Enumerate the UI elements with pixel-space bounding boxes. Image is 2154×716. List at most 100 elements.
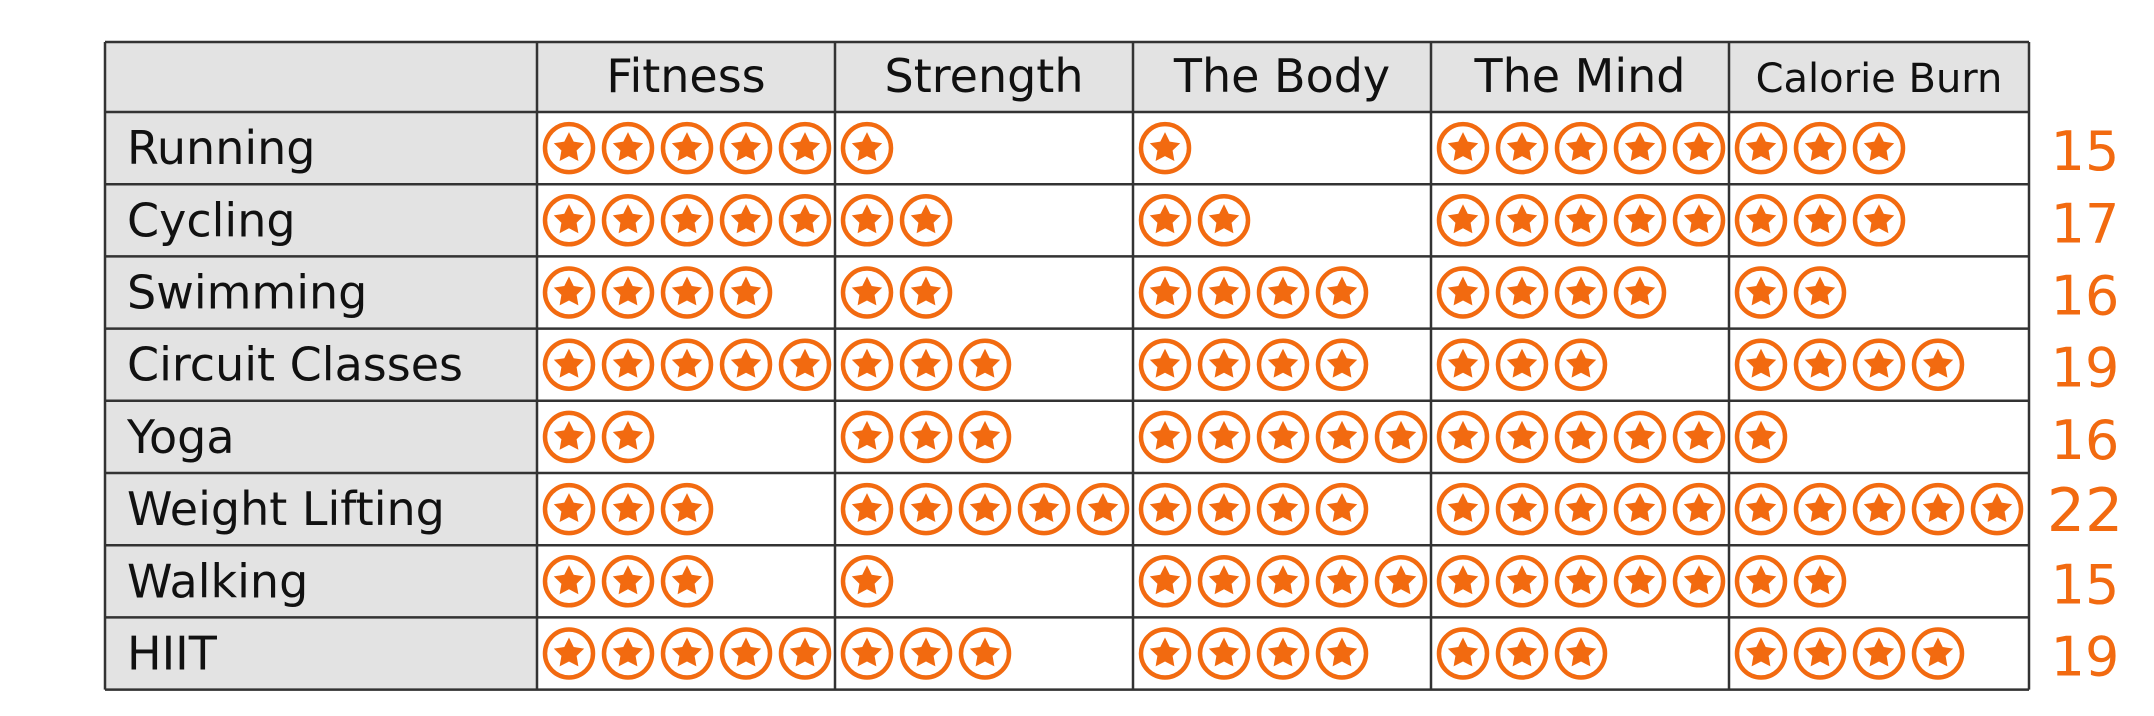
star-in-circle-icon — [1141, 557, 1189, 605]
star-in-circle-icon — [722, 630, 770, 678]
rating-cell-yoga-fitness — [545, 413, 652, 461]
star-in-circle-icon — [843, 196, 891, 244]
star-in-circle-icon — [1259, 413, 1307, 461]
column-header-strength: Strength — [885, 49, 1084, 103]
row-label-swimming: Swimming — [127, 266, 367, 320]
star-in-circle-icon — [1259, 557, 1307, 605]
rating-cell-running-the-mind — [1439, 124, 1723, 172]
star-in-circle-icon — [1259, 630, 1307, 678]
star-in-circle-icon — [604, 269, 652, 317]
star-in-circle-icon — [961, 630, 1009, 678]
star-in-circle-icon — [1200, 196, 1248, 244]
star-in-circle-icon — [902, 485, 950, 533]
row-label-cycling: Cycling — [127, 193, 296, 247]
star-in-circle-icon — [1141, 485, 1189, 533]
star-in-circle-icon — [1259, 341, 1307, 389]
header-row-background — [105, 42, 2029, 112]
star-in-circle-icon — [604, 413, 652, 461]
star-in-circle-icon — [663, 557, 711, 605]
star-in-circle-icon — [1796, 630, 1844, 678]
star-in-circle-icon — [1796, 557, 1844, 605]
star-in-circle-icon — [1855, 196, 1903, 244]
star-in-circle-icon — [843, 630, 891, 678]
column-header-the-mind: The Mind — [1474, 49, 1686, 103]
star-in-circle-icon — [1737, 269, 1785, 317]
rating-cell-circuit-classes-strength — [843, 341, 1009, 389]
star-in-circle-icon — [1557, 341, 1605, 389]
star-in-circle-icon — [1557, 485, 1605, 533]
star-in-circle-icon — [1498, 630, 1546, 678]
rating-cell-yoga-the-body — [1141, 413, 1425, 461]
rating-cell-swimming-calorie-burn — [1737, 269, 1844, 317]
star-in-circle-icon — [1318, 413, 1366, 461]
rating-cell-weight-lifting-fitness — [545, 485, 711, 533]
star-in-circle-icon — [1855, 485, 1903, 533]
rating-cell-swimming-the-mind — [1439, 269, 1664, 317]
star-in-circle-icon — [902, 413, 950, 461]
row-total-walking: 15 — [2051, 553, 2120, 616]
rating-cell-walking-the-mind — [1439, 557, 1723, 605]
star-in-circle-icon — [545, 269, 593, 317]
star-in-circle-icon — [1675, 557, 1723, 605]
rating-cell-walking-the-body — [1141, 557, 1425, 605]
star-in-circle-icon — [1855, 630, 1903, 678]
star-in-circle-icon — [1439, 341, 1487, 389]
star-in-circle-icon — [1796, 341, 1844, 389]
star-in-circle-icon — [1737, 196, 1785, 244]
star-in-circle-icon — [1200, 557, 1248, 605]
rating-cell-circuit-classes-the-body — [1141, 341, 1366, 389]
star-in-circle-icon — [1737, 124, 1785, 172]
star-in-circle-icon — [1200, 413, 1248, 461]
rating-cell-hiit-calorie-burn — [1737, 630, 1962, 678]
star-in-circle-icon — [604, 485, 652, 533]
star-in-circle-icon — [1141, 269, 1189, 317]
star-in-circle-icon — [843, 557, 891, 605]
star-in-circle-icon — [843, 413, 891, 461]
star-in-circle-icon — [1557, 413, 1605, 461]
star-in-circle-icon — [1200, 341, 1248, 389]
rating-cell-hiit-the-body — [1141, 630, 1366, 678]
rating-cell-walking-calorie-burn — [1737, 557, 1844, 605]
star-in-circle-icon — [1796, 269, 1844, 317]
star-in-circle-icon — [1141, 124, 1189, 172]
star-in-circle-icon — [1439, 196, 1487, 244]
star-in-circle-icon — [663, 196, 711, 244]
star-in-circle-icon — [1439, 557, 1487, 605]
star-in-circle-icon — [545, 196, 593, 244]
star-in-circle-icon — [1675, 124, 1723, 172]
star-in-circle-icon — [1377, 413, 1425, 461]
star-in-circle-icon — [1200, 485, 1248, 533]
star-in-circle-icon — [1737, 630, 1785, 678]
row-total-cycling: 17 — [2051, 192, 2120, 255]
rating-cell-hiit-the-mind — [1439, 630, 1605, 678]
rating-cell-circuit-classes-calorie-burn — [1737, 341, 1962, 389]
rating-cell-cycling-calorie-burn — [1737, 196, 1903, 244]
row-total-running: 15 — [2051, 120, 2120, 183]
row-label-running: Running — [127, 121, 316, 175]
star-in-circle-icon — [1498, 269, 1546, 317]
star-in-circle-icon — [663, 485, 711, 533]
star-in-circle-icon — [604, 341, 652, 389]
star-in-circle-icon — [722, 269, 770, 317]
star-in-circle-icon — [1141, 341, 1189, 389]
star-in-circle-icon — [545, 557, 593, 605]
star-in-circle-icon — [1675, 485, 1723, 533]
star-in-circle-icon — [1557, 124, 1605, 172]
star-in-circle-icon — [1141, 413, 1189, 461]
star-in-circle-icon — [663, 124, 711, 172]
rating-cell-circuit-classes-fitness — [545, 341, 829, 389]
star-in-circle-icon — [1498, 485, 1546, 533]
star-in-circle-icon — [604, 557, 652, 605]
star-in-circle-icon — [781, 196, 829, 244]
star-in-circle-icon — [545, 124, 593, 172]
star-in-circle-icon — [1557, 196, 1605, 244]
star-in-circle-icon — [1737, 485, 1785, 533]
star-in-circle-icon — [545, 485, 593, 533]
star-in-circle-icon — [1855, 341, 1903, 389]
star-in-circle-icon — [1439, 124, 1487, 172]
rating-cell-walking-strength — [843, 557, 891, 605]
star-in-circle-icon — [1439, 269, 1487, 317]
star-in-circle-icon — [1616, 124, 1664, 172]
star-in-circle-icon — [722, 196, 770, 244]
